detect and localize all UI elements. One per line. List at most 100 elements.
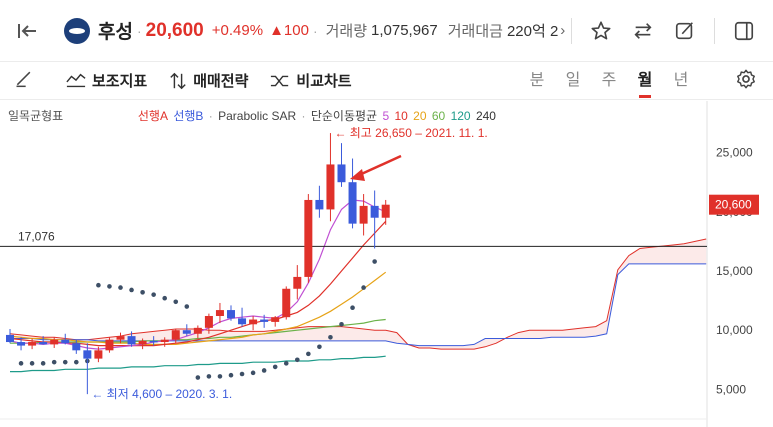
candle-body[interactable] [160,339,169,343]
candle-body[interactable] [315,199,324,210]
y-tick-label: 15,000 [716,264,753,278]
edit-button[interactable] [664,10,706,52]
psar-dot [217,374,223,379]
legend-span-a: 선행A [137,109,168,123]
candle-body[interactable] [326,164,335,210]
side-panel-toggle-button[interactable] [723,10,765,52]
favorite-button[interactable] [580,10,622,52]
candle-body[interactable] [282,288,291,318]
legend-ma-120: 120 [450,109,471,123]
candle-body[interactable] [348,182,357,224]
psar-dot [107,284,112,289]
legend-ichimoku[interactable]: 일목균형표 [8,109,64,123]
ma60-line [10,318,386,344]
legend-ma-10: 10 [394,109,408,123]
psar-dot [129,287,134,293]
trade-strategy-label: 매매전략 [193,73,249,90]
candle-body[interactable] [304,199,313,277]
psar-dot [328,335,333,340]
shuffle-icon [271,75,289,86]
psar-dot [339,321,344,327]
candle-body[interactable] [271,317,280,322]
candle-body[interactable] [260,319,269,322]
candle-body[interactable] [293,276,302,289]
candle-body[interactable] [94,350,103,359]
current-price: 20,600 [145,19,204,41]
candle-body[interactable] [249,319,258,325]
collapse-left-icon [18,23,36,38]
psar-dot [283,361,289,366]
candle-body[interactable] [193,327,202,334]
candle-body[interactable] [17,342,26,346]
candle-body[interactable] [227,310,235,319]
trade-strategy-button[interactable]: 매매전략 [169,70,248,91]
candle-body[interactable] [359,205,368,224]
period-tab-1[interactable]: 일 [565,72,581,89]
psar-dot [40,361,46,366]
gear-icon [737,69,755,89]
psar-dot [195,375,201,380]
legend-psar[interactable]: Parabolic SAR [218,109,297,123]
chart-settings-button[interactable] [733,68,759,94]
candle-body[interactable] [105,339,114,351]
candle-body[interactable] [381,204,390,218]
psar-dot [18,361,24,366]
candle-body[interactable] [83,350,92,359]
candle-body[interactable] [215,310,224,316]
period-tab-2[interactable]: 주 [601,72,617,89]
psar-dot [184,304,190,309]
candle-body[interactable] [138,340,147,345]
psar-dot [74,359,79,365]
pencil-icon [16,71,31,88]
candle-body[interactable] [182,330,191,334]
candle-body[interactable] [72,343,81,351]
candle-body[interactable] [6,334,14,343]
candle-body[interactable] [238,318,247,325]
legend-ma-240: 240 [475,109,496,123]
psar-dot [151,292,156,297]
more-info-chevron-icon[interactable]: › [560,22,566,39]
stock-header: 후성 · 20,600 +0.49% ▲100 · 거래량 1,075,967 … [0,0,773,62]
legend-ma-20: 20 [413,109,427,123]
candle-body[interactable] [337,164,346,183]
collapse-left-button[interactable] [12,16,42,46]
period-tab-3[interactable]: 월 [627,62,663,100]
reference-price-label: 17,076 [18,229,55,243]
panel-icon [734,21,754,41]
compare-chart-button[interactable]: 비교차트 [270,70,352,91]
period-tab-4[interactable]: 년 [673,72,689,89]
swap-button[interactable] [622,10,664,52]
psar-dot [228,372,234,378]
period-tab-0[interactable]: 분 [529,72,545,89]
psar-dot [62,359,68,365]
drawing-tool-button[interactable] [14,68,44,93]
candle-body[interactable] [39,342,48,345]
company-logo [64,17,90,44]
candle-body[interactable] [116,336,125,340]
ma20-line [9,271,387,345]
y-tick-label: 25,000 [716,146,753,160]
indicator-legend: 일목균형표 선행A 선행B · Parabolic SAR · 단순이동평균 5… [8,109,496,123]
candle-body[interactable] [127,336,136,345]
y-tick-label: 5,000 [716,382,746,396]
indicator-icon [66,73,86,87]
stock-name[interactable]: 후성 [98,22,133,43]
pointer-arrow-head [350,169,365,181]
legend-ma-60: 60 [431,109,446,123]
candle-body[interactable] [204,315,213,328]
psar-dot [206,374,212,379]
buy-sell-arrows-icon [170,72,186,89]
legend-ma[interactable]: 단순이동평균 [310,109,378,123]
candle-body[interactable] [50,339,59,345]
aux-indicator-button[interactable]: 보조지표 [66,70,147,91]
candle-body[interactable] [149,340,158,343]
candle-body[interactable] [28,342,37,346]
candle-body[interactable] [61,339,70,344]
candle-body[interactable] [370,205,379,218]
candle-body[interactable] [171,330,180,340]
legend-span-b: 선행B [173,109,204,123]
current-price-tag-label: 20,600 [715,198,752,212]
